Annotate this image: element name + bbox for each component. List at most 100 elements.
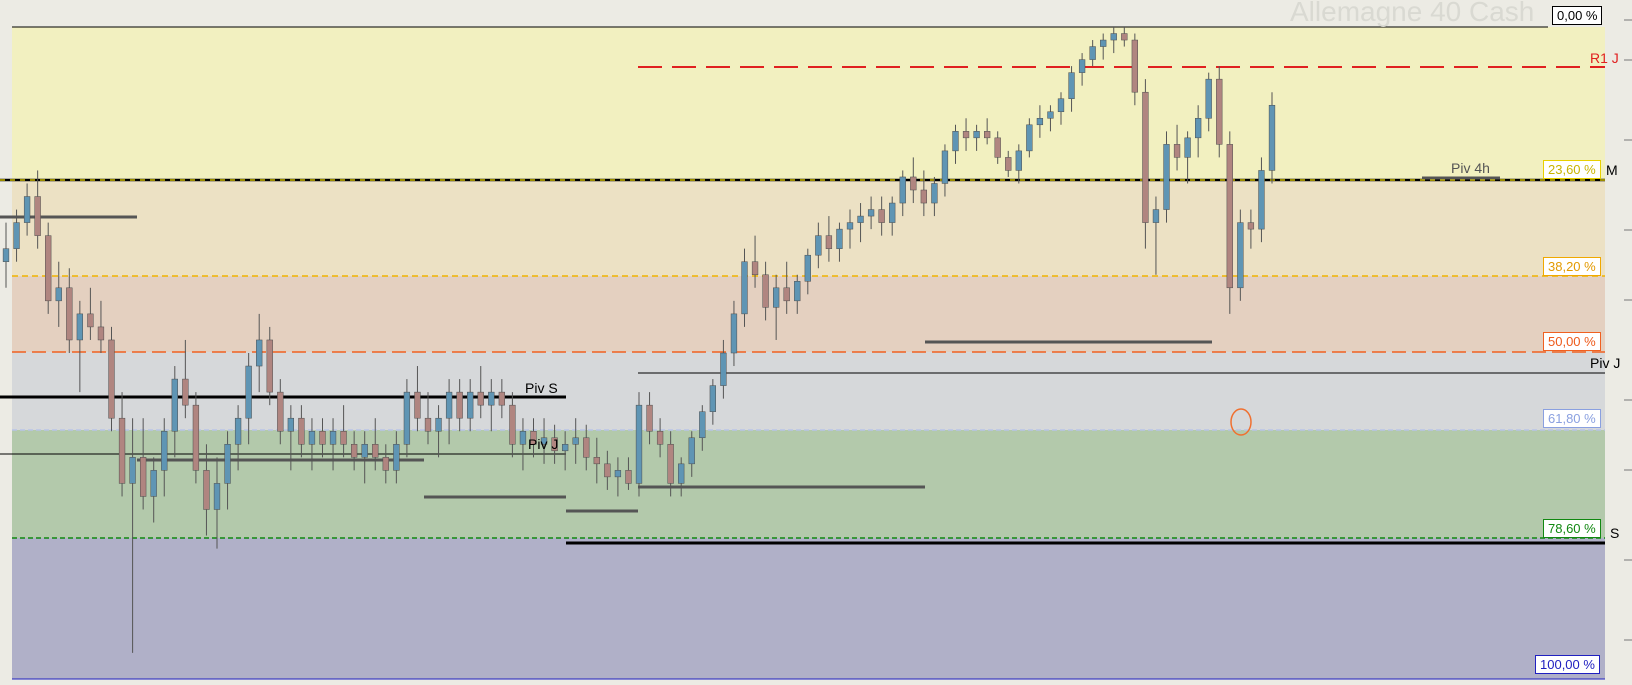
candle-body-92 xyxy=(973,131,980,139)
candle-body-36 xyxy=(382,457,389,471)
candle-body-69 xyxy=(730,313,738,354)
candle-body-107 xyxy=(1131,39,1139,93)
candle-body-15 xyxy=(161,430,168,471)
candle-body-74 xyxy=(783,287,790,302)
candle-body-93 xyxy=(983,131,991,139)
candle-body-49 xyxy=(519,430,527,445)
candle-body-80 xyxy=(846,222,854,230)
candle-body-26 xyxy=(277,391,284,432)
candle-body-90 xyxy=(952,131,959,152)
candle-body-113 xyxy=(1194,118,1202,139)
candle-body-42 xyxy=(445,391,453,419)
candle-body-87 xyxy=(920,189,928,204)
zone-0-23 xyxy=(12,27,1605,180)
candle-body-44 xyxy=(467,391,474,419)
candle-body-12 xyxy=(129,457,136,484)
candle-body-65 xyxy=(688,437,695,465)
candle-body-53 xyxy=(561,444,569,452)
candle-body-47 xyxy=(498,391,506,406)
candle-body-61 xyxy=(646,404,653,432)
candle-body-116 xyxy=(1226,144,1233,289)
candle-body-86 xyxy=(910,176,917,191)
candle-body-52 xyxy=(551,437,558,452)
candle-body-115 xyxy=(1216,78,1223,145)
candle-body-117 xyxy=(1237,222,1244,289)
candle-body-32 xyxy=(340,430,347,445)
candle-body-48 xyxy=(509,404,516,445)
candle-body-46 xyxy=(488,391,495,406)
r1j-label: R1 J xyxy=(1590,50,1619,66)
candle-body-21 xyxy=(224,444,231,484)
candle-body-2 xyxy=(23,196,31,223)
candle-body-8 xyxy=(87,313,94,328)
candle-body-64 xyxy=(678,463,685,484)
candle-body-19 xyxy=(203,470,210,510)
candle-body-59 xyxy=(625,470,632,484)
candle-body-105 xyxy=(1110,33,1117,41)
candle-body-111 xyxy=(1173,144,1181,158)
pivj-left-label: Piv J xyxy=(528,436,559,452)
candle-body-20 xyxy=(213,483,221,510)
candle-body-70 xyxy=(741,261,748,315)
candle-body-60 xyxy=(635,404,643,484)
candle-body-97 xyxy=(1026,124,1033,152)
candle-body-101 xyxy=(1068,72,1075,99)
fib-label-23: 23,60 % xyxy=(1543,160,1601,179)
candle-body-98 xyxy=(1036,118,1044,126)
candle-body-24 xyxy=(256,339,263,367)
candle-body-84 xyxy=(889,202,896,223)
candle-body-27 xyxy=(287,417,295,432)
candle-body-63 xyxy=(667,444,674,484)
candle-body-10 xyxy=(108,339,115,419)
zone-61-78 xyxy=(12,430,1605,538)
candle-body-118 xyxy=(1247,222,1255,230)
candle-body-7 xyxy=(76,313,84,341)
candle-body-110 xyxy=(1163,144,1170,210)
highlight-circle xyxy=(1230,408,1252,436)
candle-body-55 xyxy=(583,437,590,458)
candle-body-1 xyxy=(13,222,20,249)
candle-body-37 xyxy=(393,444,400,471)
candle-body-25 xyxy=(266,339,273,393)
candle-body-71 xyxy=(751,261,759,276)
candle-body-54 xyxy=(572,437,579,445)
candle-body-14 xyxy=(150,470,157,497)
candle-body-56 xyxy=(593,457,600,465)
candle-body-67 xyxy=(709,385,717,412)
candle-body-38 xyxy=(403,391,411,445)
candle-body-103 xyxy=(1089,46,1096,60)
candle-body-68 xyxy=(720,352,727,386)
fib-label-0: 0,00 % xyxy=(1552,6,1603,25)
candle-body-35 xyxy=(372,444,379,458)
candle-body-78 xyxy=(825,235,833,249)
zone-78-100 xyxy=(12,538,1605,679)
candle-body-23 xyxy=(245,365,252,419)
pivs-label: Piv S xyxy=(525,380,558,396)
candle-body-16 xyxy=(171,378,178,432)
candle-body-50 xyxy=(530,430,537,445)
candle-body-9 xyxy=(97,326,105,341)
candle-body-31 xyxy=(329,430,337,445)
candle-body-57 xyxy=(604,463,611,478)
candle-body-0 xyxy=(2,248,10,262)
fib-label-100: 100,00 % xyxy=(1535,655,1600,674)
candle-body-3 xyxy=(34,196,41,236)
candle-body-106 xyxy=(1121,33,1128,41)
candle-body-51 xyxy=(540,437,548,445)
candle-body-5 xyxy=(55,287,62,302)
candle-body-11 xyxy=(118,417,126,484)
candle-body-76 xyxy=(804,254,811,282)
candle-body-43 xyxy=(456,391,463,419)
candle-body-4 xyxy=(45,235,52,302)
candle-body-22 xyxy=(234,417,242,445)
candle-body-72 xyxy=(762,274,769,308)
candle-body-112 xyxy=(1184,137,1191,158)
candle-body-77 xyxy=(815,235,822,256)
candle-body-18 xyxy=(192,404,200,471)
fib-label-38: 38,20 % xyxy=(1543,257,1601,276)
right-axis-strip xyxy=(1605,0,1632,685)
zone-38-50 xyxy=(12,276,1605,352)
piv4h-label: Piv 4h xyxy=(1451,160,1490,176)
